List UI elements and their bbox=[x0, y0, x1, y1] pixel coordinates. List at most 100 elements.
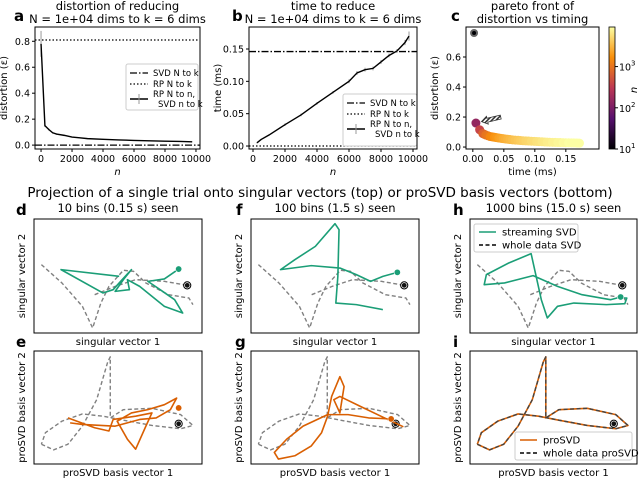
x-axis-label: singular vector 1 bbox=[293, 337, 377, 348]
panel-letter-h: h bbox=[453, 201, 464, 219]
x-tick-label: 2000 bbox=[273, 154, 297, 165]
panel-f: f 100 bins (1.5 s) seen singular vector 1 s… bbox=[234, 201, 411, 348]
x-tick-label: 10000 bbox=[181, 154, 211, 165]
axes-frame-f bbox=[250, 218, 420, 334]
trajectory-whole bbox=[257, 264, 411, 329]
y-tick-label: 0.8 bbox=[15, 37, 30, 48]
end-marker-whole bbox=[401, 282, 407, 288]
axes-frame-b bbox=[248, 26, 418, 150]
series-line bbox=[256, 35, 410, 144]
panel-title: 10 bins (0.15 s) seen bbox=[57, 201, 178, 215]
trajectory-whole bbox=[476, 264, 629, 329]
panel-h: h 1000 bins (15.0 s) seen singular vector … bbox=[453, 201, 629, 348]
x-axis-label: singular vector 1 bbox=[76, 337, 160, 348]
x-axis-label: proSVD basis vector 1 bbox=[498, 468, 609, 478]
y-axis-label: distortion (ε) bbox=[0, 56, 10, 120]
y-axis-label: singular vector 2 bbox=[234, 234, 245, 318]
x-axis-label: n bbox=[114, 167, 120, 178]
colorbar-tick-exponent: 2 bbox=[631, 101, 635, 109]
panel-letter-d: d bbox=[16, 201, 27, 219]
axes-frame-d bbox=[33, 218, 203, 334]
legend-entry: whole data SVD bbox=[502, 241, 582, 252]
end-marker-prosvd bbox=[387, 415, 395, 423]
colorbar bbox=[608, 26, 616, 150]
x-tick-label: 4000 bbox=[91, 154, 115, 165]
y-tick-label: 0.4 bbox=[446, 83, 461, 94]
panel-letter-a: a bbox=[14, 7, 24, 25]
axes-frame-e bbox=[33, 350, 203, 465]
figure-title: Projection of a single trial onto singul… bbox=[27, 185, 612, 201]
panel-title: 100 bins (1.5 s) seen bbox=[274, 201, 395, 215]
y-tick-label: 0.2 bbox=[15, 115, 30, 126]
trajectory-streaming bbox=[279, 222, 398, 311]
trajectory-whole bbox=[311, 278, 405, 296]
trajectory-prosvd bbox=[273, 375, 404, 460]
x-tick-label: 8000 bbox=[153, 154, 177, 165]
legend-entry: SVD N to k bbox=[370, 99, 416, 109]
legend-entry: SVD n to k bbox=[158, 100, 203, 110]
x-tick-label: 0 bbox=[250, 154, 256, 165]
y-tick-label: 0.05 bbox=[223, 109, 244, 120]
axes-frame-g bbox=[250, 350, 420, 465]
panel-letter-c: c bbox=[451, 7, 460, 25]
trajectory-streaming bbox=[60, 268, 184, 314]
panel-title-line2: N = 1e+04 dims to k = 6 dims bbox=[245, 12, 422, 26]
colorbar-tick-exponent: 1 bbox=[631, 142, 635, 150]
trajectory-whole bbox=[257, 356, 411, 451]
end-marker-whole bbox=[619, 282, 625, 288]
legend-entry: streaming SVD bbox=[502, 228, 577, 239]
panel-g: g proSVD basis vector 1 proSVD basis vecto… bbox=[234, 333, 411, 478]
y-tick-label: 0.6 bbox=[446, 53, 461, 64]
colorbar-label: n bbox=[629, 87, 640, 93]
panel-title-line2: N = 1e+04 dims to k = 6 dims bbox=[29, 12, 206, 26]
trajectory-whole bbox=[40, 264, 194, 329]
annotation-arrow bbox=[480, 114, 502, 125]
panel-e: e proSVD basis vector 1 proSVD basis vecto… bbox=[16, 333, 194, 478]
legend bbox=[514, 431, 633, 461]
legend-entry: SVD N to k bbox=[153, 69, 199, 79]
legend-entry: RP N to k bbox=[153, 80, 192, 90]
trajectory-streaming bbox=[483, 252, 628, 319]
x-axis-label: proSVD basis vector 1 bbox=[63, 468, 174, 478]
panel-i: i proSVD basis vector 1 proSVD basis vecto… bbox=[453, 333, 639, 478]
y-tick-label: 0.15 bbox=[223, 44, 244, 55]
axes-frame-a bbox=[34, 26, 201, 150]
colorbar-tick-label: 10 bbox=[619, 63, 631, 74]
y-axis-label: time (ms) bbox=[213, 64, 224, 113]
x-axis-label: proSVD basis vector 1 bbox=[280, 468, 391, 478]
y-axis-label: distortion (ε) bbox=[430, 56, 441, 120]
x-tick-label: 2000 bbox=[60, 154, 84, 165]
panel-d: d 10 bins (0.15 s) seen singular vector 1 s… bbox=[16, 201, 194, 348]
x-axis-label: n bbox=[330, 167, 336, 178]
x-tick-label: 8000 bbox=[369, 154, 393, 165]
legend bbox=[473, 223, 579, 253]
legend-entry: SVD n to k bbox=[375, 130, 420, 140]
y-tick-label: 0.6 bbox=[15, 63, 30, 74]
x-tick-label: 6000 bbox=[122, 154, 146, 165]
x-tick-label: 0.15 bbox=[555, 154, 576, 165]
y-axis-label: proSVD basis vector 2 bbox=[453, 352, 464, 463]
colorbar-tick-label: 10 bbox=[619, 145, 631, 156]
colorbar-tick-exponent: 3 bbox=[631, 60, 635, 68]
panel-letter-g: g bbox=[235, 333, 246, 351]
legend-entry: RP N to k bbox=[370, 110, 409, 120]
panel-title: 1000 bins (15.0 s) seen bbox=[486, 201, 622, 215]
x-tick-label: 4000 bbox=[305, 154, 329, 165]
x-tick-label: 6000 bbox=[337, 154, 361, 165]
end-marker-whole bbox=[184, 282, 190, 288]
legend-entry: whole data proSVD bbox=[543, 449, 639, 460]
legend-entry: proSVD bbox=[543, 436, 581, 447]
x-tick-label: 0 bbox=[38, 154, 44, 165]
end-marker-streaming bbox=[393, 268, 401, 276]
y-tick-label: 0.0 bbox=[446, 143, 461, 154]
y-axis-label: singular vector 2 bbox=[17, 234, 28, 318]
legend-entry: RP N to n, bbox=[370, 120, 412, 130]
end-marker-whole_prosvd bbox=[611, 421, 617, 427]
x-tick-label: 0.05 bbox=[493, 154, 514, 165]
x-axis-label: singular vector 1 bbox=[511, 337, 595, 348]
trajectory-whole bbox=[40, 356, 194, 451]
